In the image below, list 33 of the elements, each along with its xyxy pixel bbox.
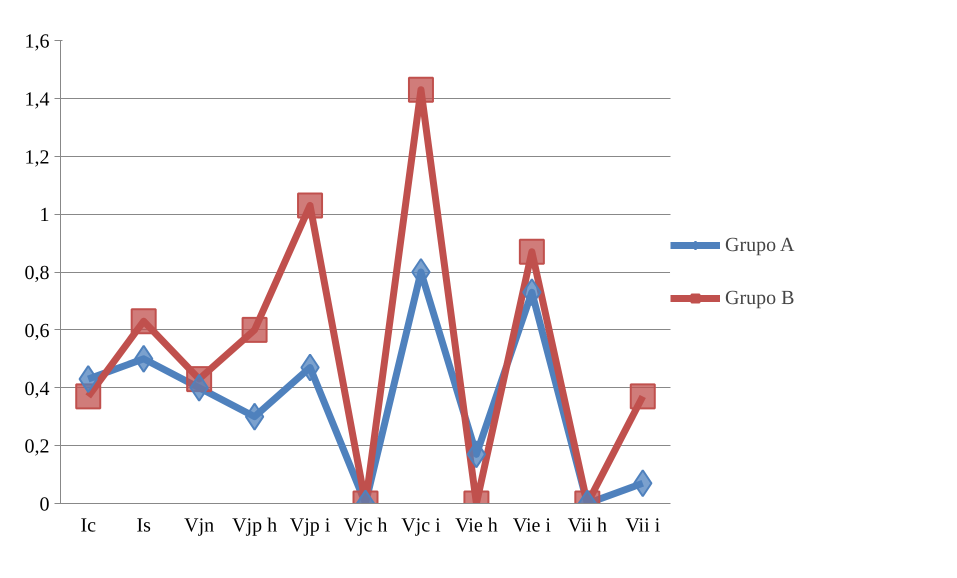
point <box>300 353 320 382</box>
legend-label: Grupo A <box>725 234 794 256</box>
y-tick-label: 0 <box>40 494 50 516</box>
point <box>130 308 157 334</box>
y-tick-label: 1,4 <box>24 88 50 110</box>
point <box>189 374 209 402</box>
x-tick-label: Vjp i <box>290 514 331 536</box>
x-tick-label: Vjp h <box>232 514 278 536</box>
point <box>630 383 656 410</box>
x-tick-label: Vjc h <box>344 514 388 536</box>
legend-label: Grupo B <box>725 286 794 310</box>
point <box>408 76 434 103</box>
x-tick-label: Vie h <box>455 514 498 536</box>
y-tick-label: 1,6 <box>24 30 50 52</box>
y-tick-label: 0,2 <box>24 436 50 458</box>
y-tick-label: 0,6 <box>24 320 50 342</box>
x-tick-label: Ic <box>80 514 96 536</box>
x-tick-label: Is <box>136 514 152 536</box>
y-tick-label: 1,2 <box>24 146 50 168</box>
y-tick-label: 0,4 <box>24 378 50 400</box>
y-tick-label: 1 <box>40 204 50 226</box>
x-tick-label: Vii i <box>625 514 661 536</box>
x-tick-label: Vii h <box>568 514 607 536</box>
point <box>297 192 324 218</box>
point <box>522 278 542 306</box>
y-tick-label: 0,8 <box>24 262 50 284</box>
x-tick-label: Vjc i <box>401 514 442 536</box>
point <box>466 440 486 468</box>
point <box>518 238 545 265</box>
x-tick-label: Vjn <box>184 514 214 536</box>
point <box>244 402 264 431</box>
point <box>242 316 268 343</box>
x-tick-label: Vie i <box>512 514 552 536</box>
